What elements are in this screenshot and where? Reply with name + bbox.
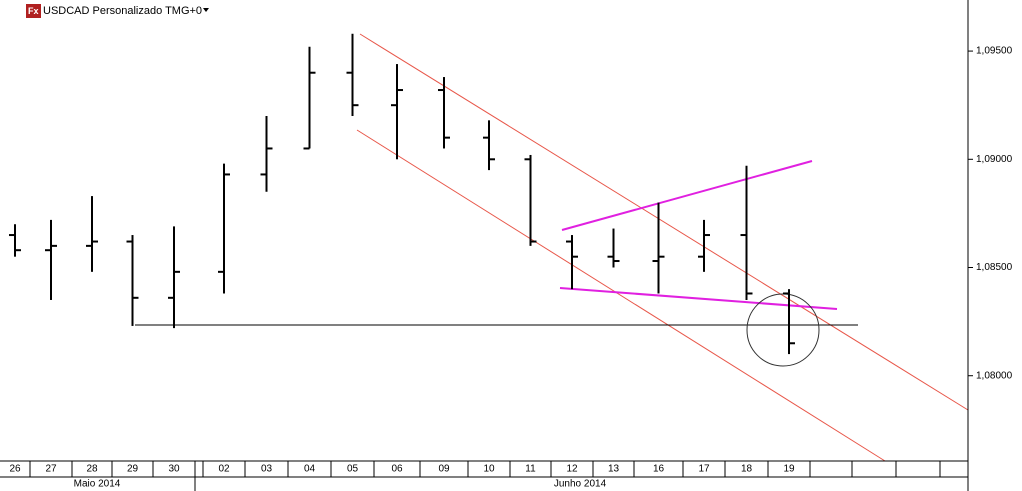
channel-upper [359,33,969,411]
x-tick-label: 28 [86,464,98,475]
x-tick-label: 10 [483,464,495,475]
chart-title[interactable]: USDCAD Personalizado TMG+0 [43,5,202,17]
y-tick-label: 1,08500 [976,262,1013,273]
channel-lower [356,129,886,462]
symbol-icon-text: Fx [28,6,39,16]
month-label: Junho 2014 [554,479,607,490]
x-tick-label: 27 [45,464,57,475]
y-tick-label: 1,08000 [976,370,1013,381]
x-tick-label: 17 [698,464,710,475]
x-tick-label: 13 [608,464,620,475]
symbol-icon [26,4,41,18]
x-tick-label: 12 [566,464,578,475]
x-tick-label: 05 [347,464,359,475]
month-label: Maio 2014 [74,479,121,490]
x-tick-label: 09 [438,464,450,475]
x-tick-label: 29 [127,464,139,475]
trend-upper [561,160,813,231]
x-tick-label: 03 [261,464,273,475]
dropdown-arrow[interactable] [203,8,209,12]
x-tick-label: 04 [304,464,316,475]
x-tick-label: 19 [783,464,795,475]
x-tick-label: 16 [653,464,665,475]
x-tick-label: 02 [218,464,230,475]
trend-lower [559,287,838,310]
x-tick-label: 30 [168,464,180,475]
x-tick-label: 11 [525,464,536,475]
x-tick-label: 06 [391,464,403,475]
x-tick-label: 18 [741,464,753,475]
y-tick-label: 1,09500 [976,46,1013,57]
x-tick-label: 26 [9,464,21,475]
y-tick-label: 1,09000 [976,154,1013,165]
